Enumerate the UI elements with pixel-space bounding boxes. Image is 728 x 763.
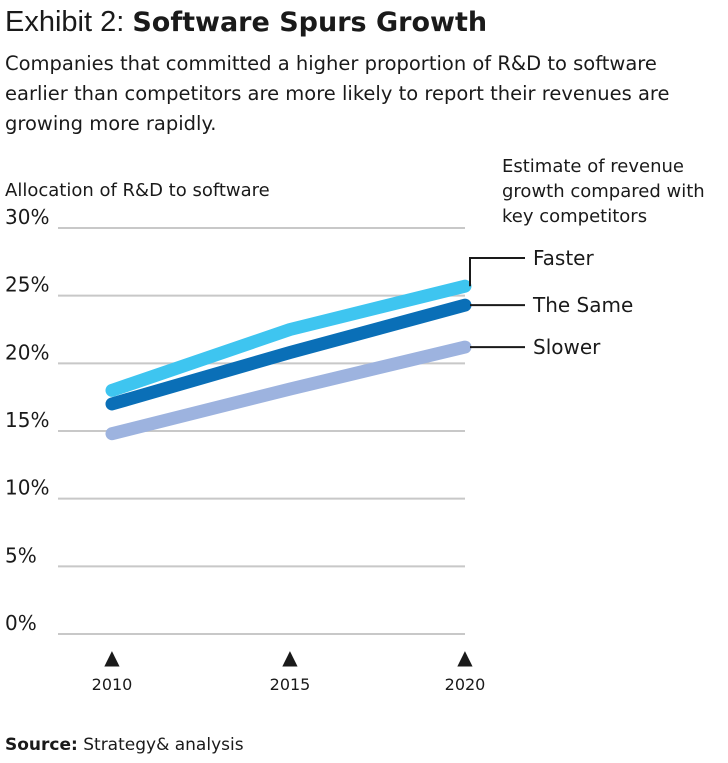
source-text: Strategy& analysis [83,735,244,755]
series-labels: Faster The Same Slower [469,246,633,359]
y-tick-label: 30% [5,205,49,229]
x-tick-marker: ▲ [104,645,120,669]
y-tick-label: 5% [5,543,37,567]
gridlines [58,227,465,635]
leader-line [469,257,525,287]
series-lines [105,279,472,441]
series-label: Faster [533,246,594,270]
source-label: Source: [5,735,78,755]
chart-title: Exhibit 2: Software Spurs Growth [5,2,487,43]
x-tick-marker: ▲ [457,645,473,669]
legend-title-line-3: key competitors [502,206,647,227]
legend-title-line-1: Estimate of revenue [502,156,684,177]
title-prefix: Exhibit 2: [5,6,125,38]
y-tick-label: 0% [5,611,37,635]
chart-subtitle: Companies that committed a higher propor… [5,52,670,135]
series-label: Slower [533,335,601,359]
x-tick-label: 2010 [92,675,133,694]
source-note: Source: Strategy& analysis [5,733,244,757]
x-tick-label: 2015 [270,675,311,694]
x-tick-marker: ▲ [282,645,298,669]
y-tick-label: 15% [5,408,49,432]
title-main: Software Spurs Growth [132,7,488,38]
y-axis-title: Allocation of R&D to software [5,180,270,201]
x-tick-labels: ▲ 2010 ▲ 2015 ▲ 2020 [92,645,486,694]
y-tick-labels: 0% 5% 10% 15% 20% 25% 30% [5,205,49,635]
legend-title-line-2: growth compared with [502,181,705,202]
series-line [105,279,472,397]
y-tick-label: 10% [5,476,49,500]
x-tick-label: 2020 [445,675,486,694]
series-line [105,340,472,441]
y-tick-label: 25% [5,273,49,297]
series-line [105,298,472,411]
y-tick-label: 20% [5,340,49,364]
series-label: The Same [532,293,633,317]
